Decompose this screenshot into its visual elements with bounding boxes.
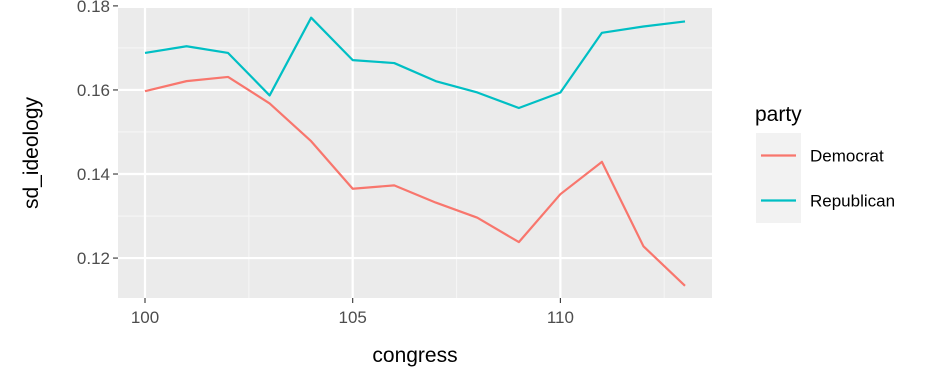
x-tick-label: 110 xyxy=(547,308,574,327)
x-tick-label: 100 xyxy=(131,308,159,327)
y-tick-label: 0.12 xyxy=(77,249,110,268)
series-line-democrat xyxy=(144,75,686,287)
y-tick-label: 0.14 xyxy=(77,165,110,184)
legend-item-democrat: Democrat xyxy=(756,133,884,178)
series-line-republican xyxy=(144,16,686,110)
legend-title: party xyxy=(755,103,802,126)
y-axis: 0.12 0.14 0.16 0.18 xyxy=(77,0,118,268)
y-tick-label: 0.16 xyxy=(77,81,110,100)
major-gridlines xyxy=(118,4,712,298)
series-lines xyxy=(144,16,686,287)
minor-gridlines xyxy=(118,8,712,298)
x-axis-title: congress xyxy=(372,344,457,367)
panel-background xyxy=(118,8,712,298)
legend-label: Republican xyxy=(810,192,895,211)
x-tick-label: 105 xyxy=(339,308,367,327)
legend: party Democrat Republican xyxy=(755,103,895,223)
legend-items: Democrat Republican xyxy=(756,133,895,223)
y-tick-label: 0.18 xyxy=(77,0,110,16)
legend-label: Democrat xyxy=(810,147,884,166)
y-axis-title: sd_ideology xyxy=(20,96,43,209)
x-axis: 100 105 110 xyxy=(131,298,574,327)
legend-item-republican: Republican xyxy=(756,178,895,223)
